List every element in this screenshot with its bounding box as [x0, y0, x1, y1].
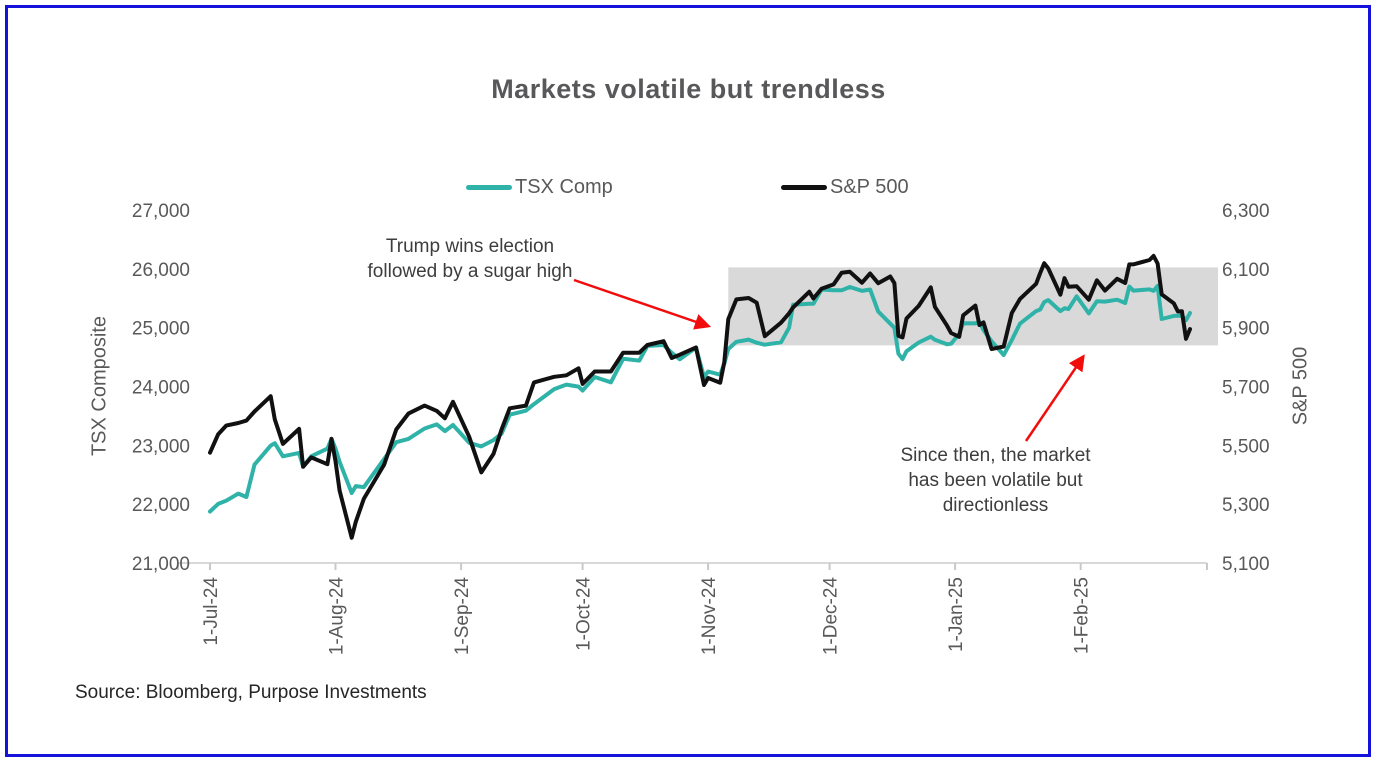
annotation-volatile-line1: Since then, the market — [900, 445, 1091, 466]
x-tick-label: 1-Jul-24 — [201, 577, 222, 646]
left-tick-label: 25,000 — [132, 319, 190, 340]
right-tick-label: 6,100 — [1222, 260, 1270, 281]
sp500-legend-label: S&P 500 — [830, 176, 909, 198]
chart-title: Markets volatile but trendless — [491, 74, 886, 104]
election-arrow — [573, 278, 712, 330]
volatile-arrow — [1024, 354, 1085, 442]
left-tick-label: 23,000 — [132, 436, 190, 457]
left-tick-label: 21,000 — [132, 554, 190, 575]
x-tick-label: 1-Sep-24 — [452, 577, 473, 656]
right-tick-label: 5,500 — [1222, 436, 1270, 457]
x-tick-label: 1-Feb-25 — [1072, 577, 1093, 654]
sp500-line — [208, 253, 1192, 540]
left-tick-label: 27,000 — [132, 201, 190, 222]
source-text: Source: Bloomberg, Purpose Investments — [75, 682, 427, 703]
annotation-election-line1: Trump wins election — [385, 236, 555, 257]
tsx-line — [208, 283, 1192, 514]
legend-item-tsx: TSX Comp — [466, 176, 613, 199]
right-tick-label: 5,700 — [1222, 378, 1270, 399]
annotation-election: Trump wins election followed by a sugar … — [330, 234, 610, 284]
legend-item-sp500: S&P 500 — [781, 176, 909, 199]
right-tick-label: 5,900 — [1222, 319, 1270, 340]
annotation-volatile-line2: has been volatile but — [908, 470, 1083, 491]
annotation-election-line2: followed by a sugar high — [367, 261, 573, 282]
left-axis-title: TSX Composite — [88, 315, 111, 457]
x-tick-label: 1-Oct-24 — [574, 577, 595, 651]
tsx-legend-label: TSX Comp — [515, 176, 613, 198]
left-tick-label: 26,000 — [132, 260, 190, 281]
annotation-volatile: Since then, the market has been volatile… — [853, 443, 1138, 518]
right-tick-label: 6,300 — [1222, 201, 1270, 222]
tsx-legend-swatch-icon — [466, 185, 512, 190]
left-tick-label: 22,000 — [132, 495, 190, 516]
x-tick-label: 1-Dec-24 — [821, 577, 842, 656]
page-border — [5, 5, 1371, 757]
right-tick-label: 5,100 — [1222, 554, 1270, 575]
x-tick-label: 1-Jan-25 — [946, 577, 967, 652]
right-axis-title: S&P 500 — [1289, 346, 1312, 426]
annotation-volatile-line3: directionless — [942, 495, 1049, 516]
x-tick-label: 1-Nov-24 — [699, 577, 720, 656]
x-tick-label: 1-Aug-24 — [327, 577, 348, 656]
sp500-legend-swatch-icon — [781, 185, 827, 190]
left-tick-label: 24,000 — [132, 378, 190, 399]
right-tick-label: 5,300 — [1222, 495, 1270, 516]
